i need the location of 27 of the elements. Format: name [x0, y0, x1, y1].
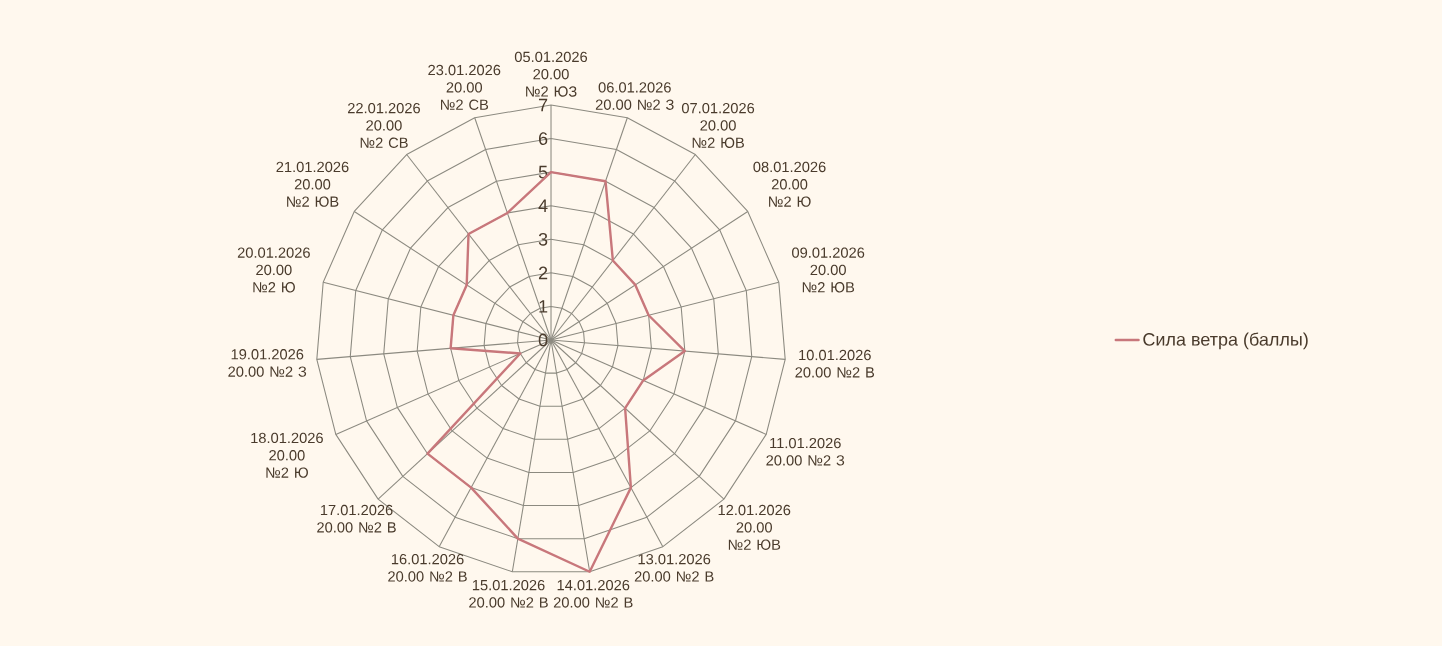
spoke-label: 11.01.2026 20.00 №2 З — [766, 437, 845, 466]
spoke-label: 23.01.2026 20.00 №2 СВ — [428, 64, 501, 110]
spoke-label: 10.01.2026 20.00 №2 В — [795, 349, 875, 378]
spoke-label: 08.01.2026 20.00 №2 Ю — [753, 161, 826, 207]
spoke-label: 20.01.2026 20.00 №2 Ю — [237, 247, 310, 293]
y-tick-label: 6 — [538, 132, 548, 145]
y-tick-label: 4 — [538, 199, 548, 212]
y-tick-label: 7 — [538, 98, 548, 112]
spoke-label: 21.01.2026 20.00 №2 ЮВ — [276, 161, 349, 207]
y-tick-label: 2 — [538, 266, 548, 280]
spoke-label: 06.01.2026 20.00 №2 З — [595, 82, 674, 110]
spoke-label: 15.01.2026 20.00 №2 В — [469, 579, 548, 608]
y-tick-label: 3 — [538, 232, 548, 246]
y-tick-label: 1 — [539, 300, 548, 313]
spoke-label: 07.01.2026 20.00 №2 ЮВ — [681, 102, 755, 148]
spoke-label: 13.01.2026 20.00 №2 В — [634, 553, 714, 582]
legend-label: Сила ветра (баллы) — [1143, 332, 1308, 350]
y-tick-label: 0 — [538, 333, 548, 347]
spoke-label: 09.01.2026 20.00 №2 ЮВ — [792, 247, 865, 293]
spoke-label: 05.01.2026 20.00 №2 ЮЗ — [514, 51, 588, 97]
spoke-label: 14.01.2026 20.00 №2 В — [553, 579, 633, 608]
spoke-label: 12.01.2026 20.00 №2 ЮВ — [718, 504, 791, 550]
spoke-label: 16.01.2026 20.00 №2 В — [388, 553, 467, 582]
spoke-label: 19.01.2026 20.00 №2 З — [228, 349, 307, 377]
spoke-label: 17.01.2026 20.00 №2 В — [317, 504, 396, 533]
spoke-label: 18.01.2026 20.00 №2 Ю — [251, 432, 323, 478]
spoke-label: 22.01.2026 20.00 №2 СВ — [347, 102, 420, 148]
